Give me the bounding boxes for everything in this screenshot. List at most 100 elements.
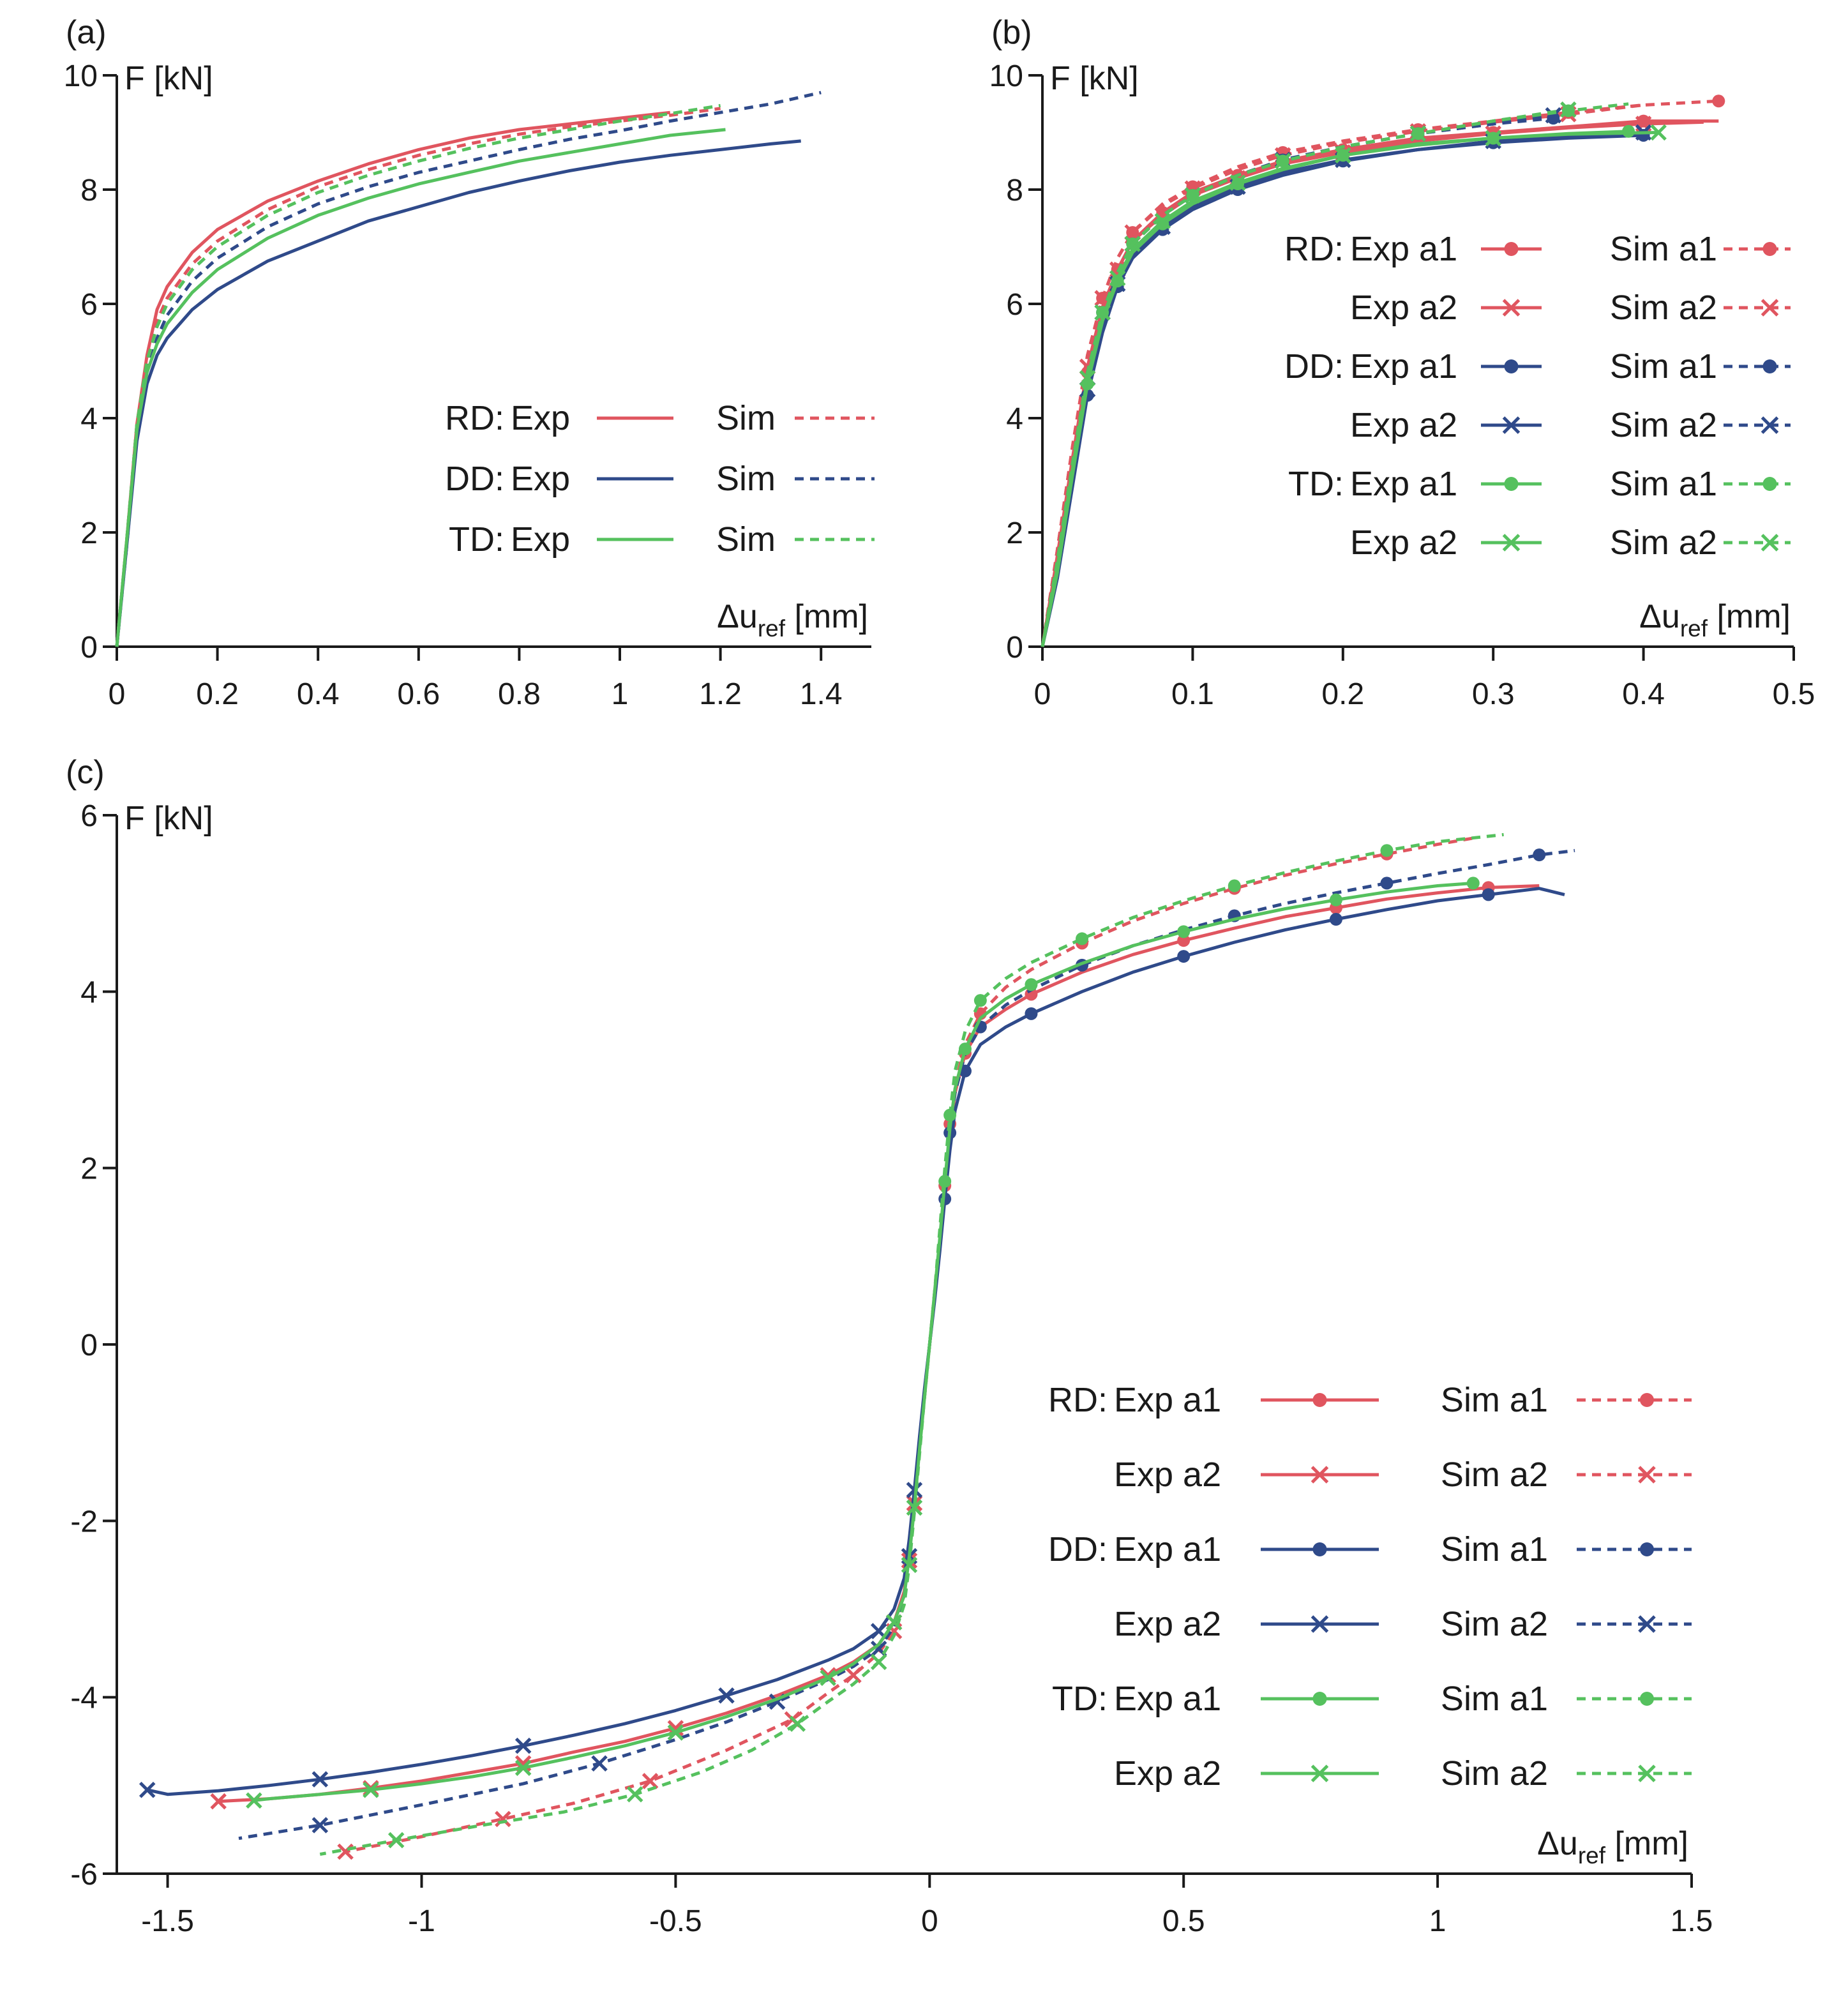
series-line-dd-exp xyxy=(115,139,801,647)
legend-sim-marker xyxy=(1762,359,1777,373)
data-point-dd-sim-a1 xyxy=(1380,877,1394,890)
legend-sim-marker-stroke-2 xyxy=(1761,299,1779,317)
y-tick-label: 8 xyxy=(1006,174,1023,207)
y-axis-label: F [kN] xyxy=(124,60,213,97)
data-point-td-sim-a2-stroke-2 xyxy=(1560,101,1577,118)
x-axis-label: Δuref [mm] xyxy=(717,598,868,642)
data-point-td-sim-a2 xyxy=(1184,187,1201,204)
legend-exp-marker xyxy=(1502,416,1521,434)
legend-sim-marker-stroke-2 xyxy=(1761,534,1779,552)
data-point-dd-sim-a2 xyxy=(591,1755,608,1772)
legend-sim-label: Sim a1 xyxy=(1441,1381,1548,1419)
legend-sim-marker xyxy=(1640,1393,1654,1407)
x-tick-label: 0.8 xyxy=(498,677,541,711)
x-axis-label-unit: [mm] xyxy=(1708,598,1791,635)
y-tick-label: 10 xyxy=(989,59,1023,93)
series-line-rd-sim xyxy=(115,107,721,647)
legend-exp-label: Exp xyxy=(511,460,570,498)
data-point-td-sim-a1 xyxy=(1076,932,1089,945)
data-point-dd-sim-a1 xyxy=(1533,848,1546,862)
data-point-rd-sim-a1 xyxy=(1712,94,1725,108)
data-point-rd-sim-a2-stroke-2 xyxy=(495,1810,511,1828)
legend-sim-marker xyxy=(1761,534,1779,552)
legend-sim-marker xyxy=(1640,1542,1654,1556)
data-point-td-exp-a2-stroke-2 xyxy=(1335,147,1351,164)
data-point-td-sim-a2-stroke-2 xyxy=(626,1786,643,1803)
series-line-dd-exp-a1 xyxy=(1040,133,1644,647)
legend-exp-marker-stroke-2 xyxy=(1502,299,1521,317)
x-axis-label-sub: ref xyxy=(1680,615,1708,642)
x-axis-label-main: Δu xyxy=(717,598,758,635)
legend-sim-marker xyxy=(1762,477,1777,491)
series-line-rd-exp-a2 xyxy=(218,1344,931,1803)
x-tick-label: 0.5 xyxy=(1162,1904,1205,1938)
series-line-rd-sim-a2 xyxy=(1040,103,1644,647)
series-line-td-exp-a2 xyxy=(1040,131,1659,647)
y-tick-label: 2 xyxy=(80,1152,98,1186)
legend-exp-marker-stroke-2 xyxy=(1502,534,1521,552)
data-point-rd-sim-a2 xyxy=(337,1843,354,1860)
data-point-dd-exp-a2-stroke-2 xyxy=(139,1781,156,1798)
legend-direction-label: RD: xyxy=(1284,230,1344,268)
data-point-td-exp-a2 xyxy=(1485,130,1501,147)
panel-c: -1.5 -1 -0.5 0 0.5 1 1.5 -6 -4 -2 0 2 4 6 (c) F [kN] Δur… xyxy=(66,754,1713,1938)
data-point-rd-sim-a2 xyxy=(495,1810,511,1828)
legend-exp-label: Exp a1 xyxy=(1114,1680,1221,1718)
legend-exp-marker xyxy=(1502,299,1521,317)
legend-exp-label: Exp a1 xyxy=(1350,465,1457,503)
data-point-td-sim-a2-stroke-2 xyxy=(1094,304,1111,321)
data-point-rd-exp-a2-stroke-2 xyxy=(210,1793,227,1810)
series-line-rd-exp-a1 xyxy=(928,884,1540,1345)
data-point-td-exp-a2-stroke-2 xyxy=(667,1724,684,1741)
legend-direction-label: DD: xyxy=(1284,347,1344,386)
data-point-td-exp-a2-stroke-2 xyxy=(1485,130,1501,147)
data-point-td-exp-a2-stroke-2 xyxy=(515,1759,532,1776)
x-tick-label: 1 xyxy=(1429,1904,1446,1938)
data-point-dd-exp-a2-stroke-2 xyxy=(312,1771,329,1787)
legend-exp-marker-stroke-2 xyxy=(1311,1765,1329,1782)
x-tick-label: -1 xyxy=(408,1904,435,1938)
legend-exp-marker-stroke-2 xyxy=(1502,416,1521,434)
x-axis-label: Δuref [mm] xyxy=(1639,598,1791,642)
data-point-dd-sim-a2 xyxy=(312,1817,329,1833)
data-point-dd-exp-a2-stroke-2 xyxy=(515,1737,532,1754)
data-point-td-sim-a2 xyxy=(901,1556,918,1574)
y-tick-label: 4 xyxy=(1006,402,1023,436)
x-axis-label-unit: [mm] xyxy=(785,598,868,635)
data-point-dd-exp-a2 xyxy=(515,1737,532,1754)
data-point-td-sim-a2-stroke-2 xyxy=(870,1653,887,1671)
data-point-rd-exp-a1 xyxy=(1177,934,1191,947)
data-point-td-exp-a2 xyxy=(363,1781,379,1798)
x-axis-label-unit: [mm] xyxy=(1605,1825,1688,1862)
data-point-dd-sim-a2-stroke-2 xyxy=(1545,107,1562,124)
data-point-td-exp-a2-stroke-2 xyxy=(1229,174,1246,192)
x-tick-label: -1.5 xyxy=(141,1904,194,1938)
y-tick-label: 4 xyxy=(80,402,98,436)
data-point-td-exp-a1 xyxy=(1025,978,1038,991)
data-point-rd-exp-a2 xyxy=(210,1793,227,1810)
panel-label: (c) xyxy=(66,754,105,791)
legend-exp-marker xyxy=(1311,1466,1329,1484)
legend-sim-marker xyxy=(1638,1615,1656,1633)
legend-exp-label: Exp a2 xyxy=(1114,1605,1221,1643)
legend-sim-marker-stroke-2 xyxy=(1638,1765,1656,1782)
series-line-td-exp xyxy=(115,128,726,647)
legend-direction-label: RD: xyxy=(1048,1381,1108,1419)
panel-a: 0 0.2 0.4 0.6 0.8 1 1.2 1.4 0 2 4 6 8 10 (a) F [kN] Δure… xyxy=(64,14,875,711)
data-point-rd-sim-a2 xyxy=(642,1773,659,1789)
y-tick-label: -2 xyxy=(70,1505,98,1539)
data-point-td-exp-a2-stroke-2 xyxy=(1650,124,1667,141)
legend-exp-label: Exp a2 xyxy=(1350,523,1457,562)
data-point-td-sim-a2 xyxy=(1124,236,1141,252)
legend-sim-label: Sim xyxy=(716,460,776,498)
legend-direction-label: TD: xyxy=(1052,1680,1108,1718)
data-point-td-sim-a2 xyxy=(387,1832,405,1849)
data-point-dd-sim-a2 xyxy=(1545,107,1562,124)
legend-sim-marker xyxy=(1761,299,1779,317)
data-point-td-exp-a2 xyxy=(885,1614,903,1630)
legend-sim-label: Sim a1 xyxy=(1441,1530,1548,1569)
data-point-td-sim-a2-stroke-2 xyxy=(1124,236,1141,252)
data-point-td-exp-a1 xyxy=(1466,877,1480,890)
